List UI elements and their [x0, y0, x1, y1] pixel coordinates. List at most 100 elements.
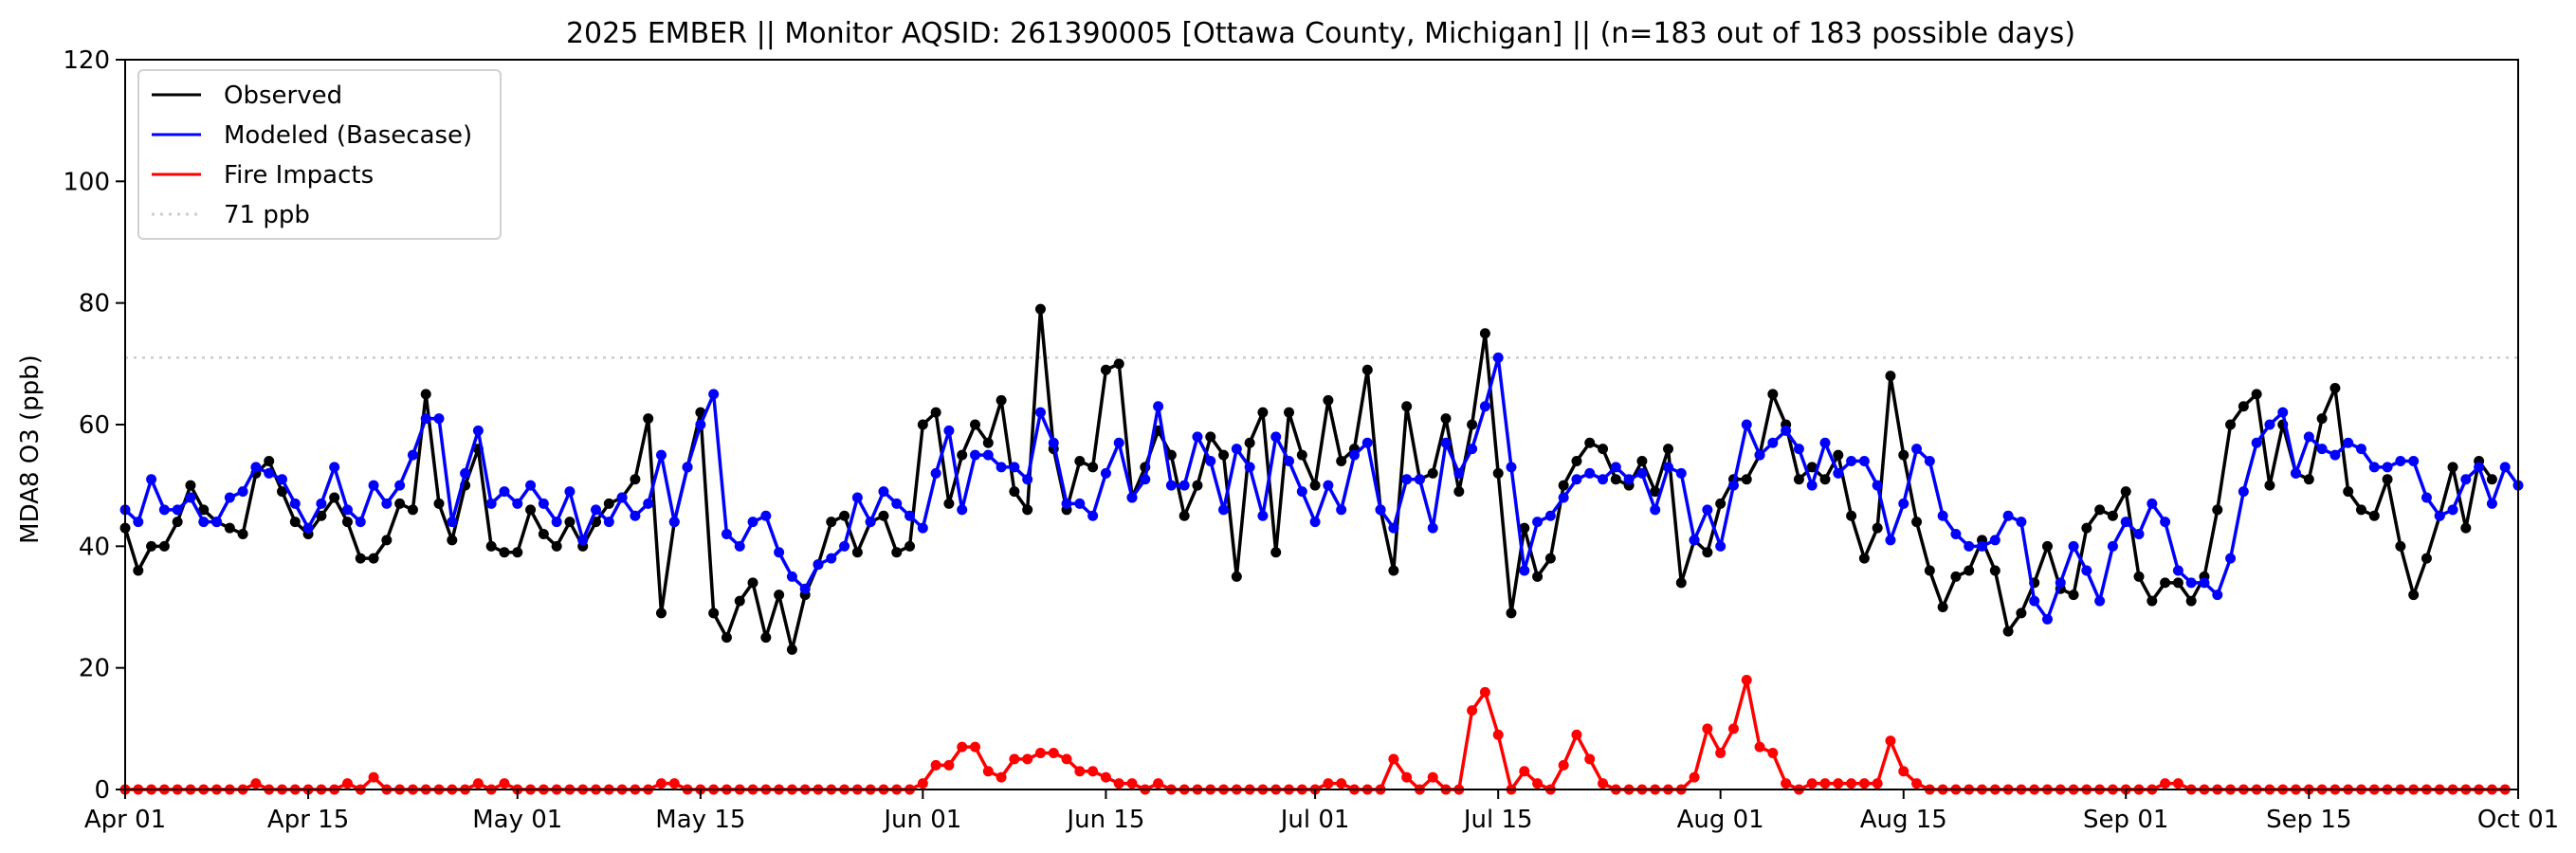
data-point [2368, 510, 2380, 521]
x-tick-label: Jun 01 [882, 806, 961, 834]
data-point [760, 510, 772, 521]
data-point [982, 437, 994, 448]
data-point [1872, 778, 1883, 789]
data-point [499, 778, 510, 789]
data-point [394, 498, 406, 509]
data-point [721, 632, 732, 644]
data-point [2199, 577, 2210, 589]
data-point [1467, 444, 1478, 455]
data-point [957, 741, 968, 753]
data-point [1872, 480, 1883, 491]
data-point [1898, 766, 1909, 777]
y-axis-label: MDA8 O3 (ppb) [16, 354, 45, 544]
data-point [1610, 474, 1621, 485]
data-point [591, 504, 602, 516]
data-point [2329, 449, 2341, 461]
data-point [1636, 456, 1648, 466]
data-point [1598, 474, 1609, 485]
data-point [1506, 608, 1517, 619]
data-point [1571, 456, 1582, 466]
data-point [1506, 462, 1517, 473]
data-point [329, 492, 340, 503]
legend-label-reference: 71 ppb [224, 201, 310, 229]
data-point [381, 498, 393, 509]
data-point [668, 778, 680, 789]
data-point [2460, 474, 2472, 485]
x-tick-label: Aug 01 [1677, 806, 1764, 834]
data-point [1336, 778, 1347, 789]
y-tick-label: 100 [63, 168, 110, 196]
data-point [289, 517, 301, 528]
data-point [747, 577, 758, 589]
data-point [1336, 504, 1347, 516]
data-point [1323, 394, 1334, 406]
data-point [2368, 462, 2380, 473]
data-point [329, 462, 340, 473]
data-point [1087, 766, 1099, 777]
data-point [2041, 540, 2053, 552]
data-point [851, 492, 863, 503]
data-point [2421, 553, 2432, 564]
data-point [1833, 449, 1844, 461]
data-point [839, 540, 850, 552]
x-tick-label: Sep 15 [2266, 806, 2351, 834]
data-point [1100, 364, 1111, 375]
data-point [695, 419, 706, 430]
data-point [1689, 771, 1700, 783]
series-points-modeled-basecase [119, 352, 2524, 625]
legend-label-modeled: Modeled (Basecase) [224, 121, 472, 150]
data-point [2016, 608, 2027, 619]
data-point [1623, 474, 1635, 485]
data-point [2212, 590, 2223, 601]
data-point [146, 474, 157, 485]
data-point [1833, 467, 1844, 479]
data-point [341, 778, 353, 789]
data-point [1022, 504, 1033, 516]
data-point [996, 394, 1007, 406]
data-point [1100, 771, 1111, 783]
data-point [525, 480, 537, 491]
data-point [2107, 510, 2118, 521]
data-point [1479, 328, 1490, 339]
data-point [158, 540, 170, 552]
data-point [878, 510, 889, 521]
data-point [1519, 522, 1530, 534]
data-point [1401, 771, 1413, 783]
data-point [1833, 778, 1844, 789]
data-point [2277, 407, 2289, 418]
data-point [982, 766, 994, 777]
data-point [1964, 565, 1975, 576]
data-point [1544, 553, 1556, 564]
data-point [2251, 437, 2262, 448]
data-point [1192, 480, 1203, 491]
data-point [943, 425, 955, 436]
data-point [2107, 540, 2118, 552]
data-point [1650, 486, 1661, 498]
data-point [1492, 352, 1504, 363]
data-point [904, 540, 916, 552]
data-point [250, 462, 262, 473]
data-point [878, 486, 889, 498]
data-point [460, 467, 471, 479]
data-point [538, 529, 549, 539]
data-point [1858, 456, 1870, 466]
data-point [774, 590, 785, 601]
data-point [1885, 735, 1896, 747]
data-point [420, 413, 431, 425]
data-point [1440, 413, 1452, 425]
data-point [1924, 456, 1935, 466]
data-point [2355, 504, 2366, 516]
data-point [1140, 474, 1151, 485]
data-point [982, 449, 994, 461]
data-point [774, 547, 785, 558]
data-point [747, 517, 758, 528]
data-point [1741, 675, 1752, 685]
data-point [1598, 778, 1609, 789]
data-point [2264, 480, 2275, 491]
data-point [433, 498, 445, 509]
data-point [2303, 474, 2314, 485]
data-point [1846, 510, 1857, 521]
data-point [1479, 401, 1490, 412]
data-point [1571, 474, 1582, 485]
data-point [472, 425, 484, 436]
